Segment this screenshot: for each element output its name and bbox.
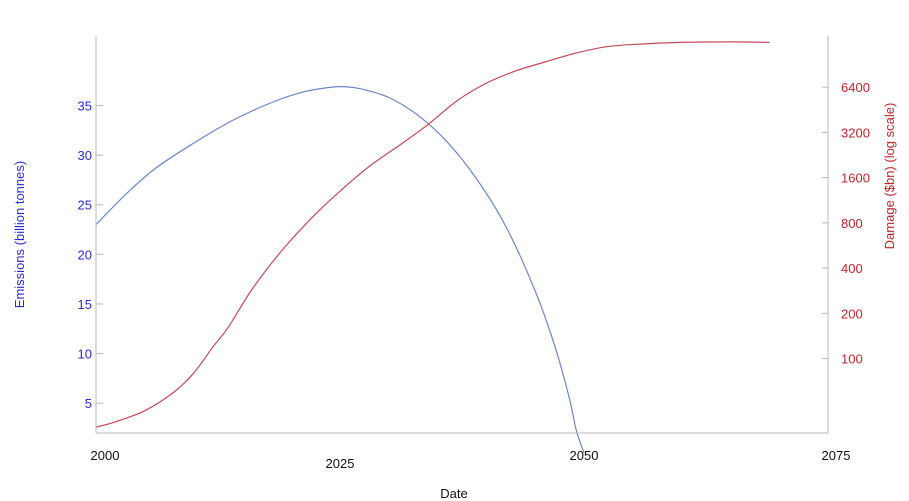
right-tick-label: 400 — [841, 261, 863, 276]
left-tick-label: 20 — [78, 247, 92, 262]
right-tick-label: 200 — [841, 306, 863, 321]
axes-layer — [95, 36, 829, 434]
x-tick-label: 2025 — [326, 456, 355, 471]
left-tick-label: 35 — [78, 98, 92, 113]
x-tick-label: 2075 — [822, 448, 851, 463]
right-tick-label: 6400 — [841, 80, 870, 95]
ticks-layer: 5101520253035100200400800160032006400200… — [78, 80, 870, 471]
series-layer — [95, 41, 770, 454]
left-tick-label: 10 — [78, 347, 92, 362]
x-tick-label: 2000 — [91, 448, 120, 463]
left-tick-label: 30 — [78, 148, 92, 163]
emissions-series-line — [95, 85, 585, 454]
right-axis-label: Damage ($bn) (log scale) — [882, 103, 897, 250]
x-tick-label: 2050 — [570, 448, 599, 463]
left-tick-label: 5 — [85, 396, 92, 411]
right-tick-label: 3200 — [841, 125, 870, 140]
right-tick-label: 800 — [841, 216, 863, 231]
left-tick-label: 25 — [78, 198, 92, 213]
right-tick-label: 100 — [841, 352, 863, 367]
damage-series-line — [95, 41, 770, 428]
left-tick-label: 15 — [78, 297, 92, 312]
x-axis-label: Date — [440, 486, 467, 501]
left-axis-label: Emissions (billion tonnes) — [12, 161, 27, 308]
right-tick-label: 1600 — [841, 171, 870, 186]
